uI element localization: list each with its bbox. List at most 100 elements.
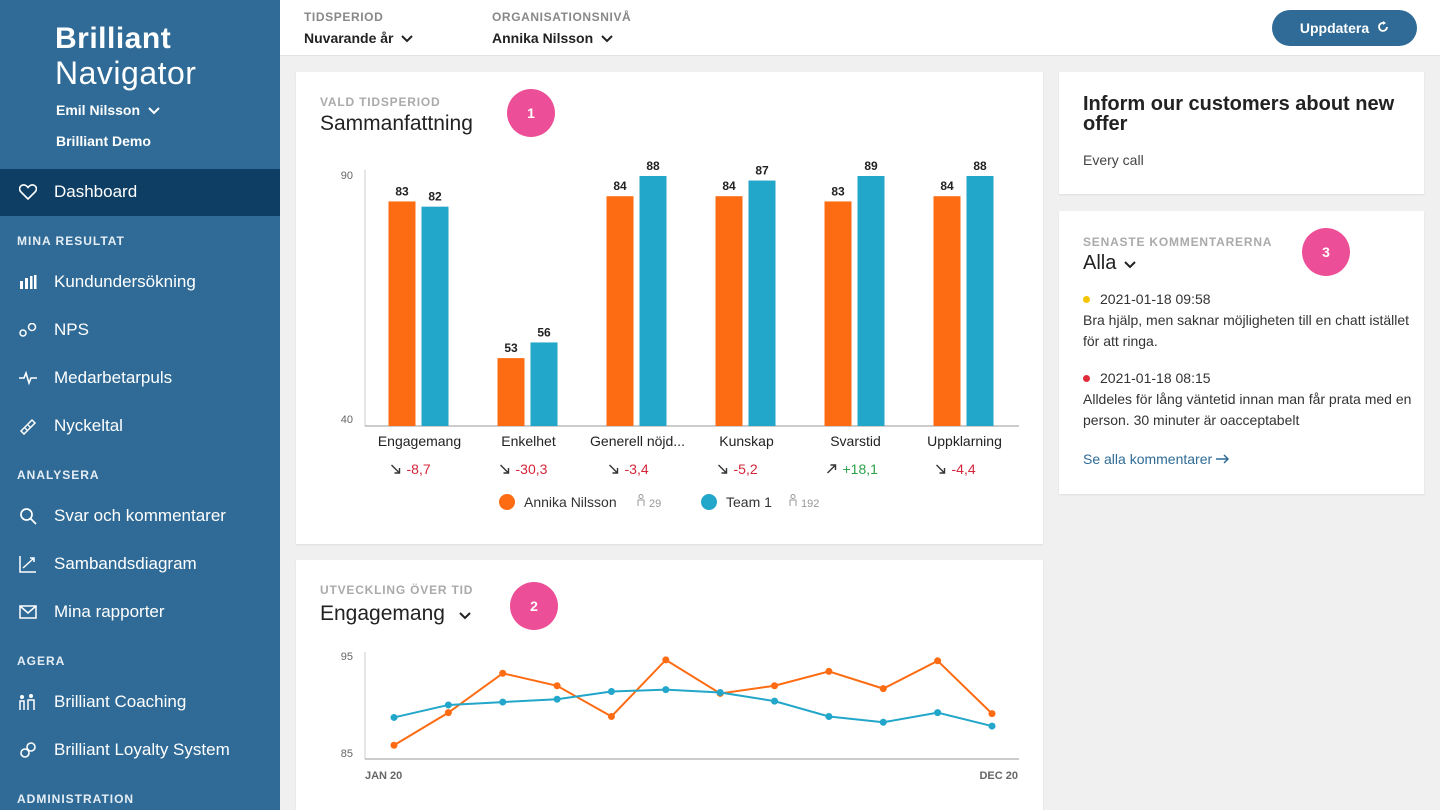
bar-value-label: 84 (613, 179, 627, 193)
brand-logo[interactable]: Brilliant Navigator (55, 22, 196, 90)
legend-count: 192 (801, 498, 819, 510)
sidebar-item-brilliant-loyalty-system[interactable]: Brilliant Loyalty System (0, 730, 280, 770)
status-dot (1083, 375, 1090, 382)
comment-item[interactable]: 2021-01-18 08:15 Alldeles för lång vänte… (1083, 368, 1413, 431)
bar[interactable] (748, 180, 776, 426)
sidebar-item-mina-rapporter[interactable]: Mina rapporter (0, 592, 280, 632)
legend-swatch-annika (499, 494, 515, 510)
y-tick-label: 85 (341, 748, 353, 760)
bar[interactable] (857, 176, 885, 426)
sidebar-item-brilliant-coaching[interactable]: Brilliant Coaching (0, 682, 280, 722)
bar[interactable] (421, 206, 449, 426)
data-point[interactable] (934, 657, 942, 665)
delta-label: -5,2 (734, 461, 758, 477)
data-point[interactable] (553, 695, 561, 703)
person-icon (789, 494, 797, 506)
data-point[interactable] (662, 686, 670, 694)
bar-marks: 83 82 Engagemang -8,7 53 56 Enkelhet -30,3 84 88 G… (378, 159, 1002, 477)
data-point[interactable] (607, 688, 615, 696)
bar[interactable] (824, 201, 852, 426)
sidebar-item-label: Brilliant Loyalty System (54, 740, 230, 759)
data-point[interactable] (444, 701, 452, 709)
bar[interactable] (933, 196, 961, 426)
org-level-filter[interactable]: ORGANISATIONSNIVÅ Annika Nilsson (492, 10, 631, 46)
sidebar-item-label: Dashboard (54, 182, 138, 201)
update-button[interactable]: Uppdatera (1272, 10, 1417, 46)
sidebar-item-kundundersokning[interactable]: Kundundersökning (0, 262, 280, 302)
data-point[interactable] (716, 688, 724, 696)
bar[interactable] (530, 342, 558, 426)
data-point[interactable] (499, 669, 507, 677)
comment-item[interactable]: 2021-01-18 09:58 Bra hjälp, men saknar m… (1083, 289, 1413, 352)
summary-title: Sammanfattning (320, 112, 473, 135)
chevron-down-icon (459, 602, 471, 626)
bar[interactable] (966, 176, 994, 426)
category-label: Engagemang (378, 433, 461, 449)
bar-value-label: 56 (537, 325, 551, 339)
update-label: Uppdatera (1299, 20, 1370, 36)
org-level-caption: ORGANISATIONSNIVÅ (492, 10, 632, 24)
arrow-up-right-icon (827, 464, 837, 474)
bar[interactable] (497, 358, 525, 426)
y-tick-label: 90 (341, 170, 353, 182)
bar[interactable] (606, 196, 634, 426)
org-level-value: Annika Nilsson (492, 30, 594, 46)
sidebar-item-label: NPS (54, 320, 89, 339)
sidebar-item-nyckeltal[interactable]: Nyckeltal (0, 406, 280, 446)
brand-line-2: Navigator (55, 55, 197, 91)
chevron-down-icon (601, 30, 613, 46)
data-point[interactable] (662, 656, 670, 664)
trend-line-chart: 95 85 JAN 20 DEC 20 (341, 651, 1019, 782)
search-icon (18, 506, 38, 526)
data-point[interactable] (607, 712, 615, 720)
mail-icon (18, 602, 38, 622)
data-point[interactable] (988, 722, 996, 730)
data-point[interactable] (390, 741, 398, 749)
chevron-down-icon (401, 30, 414, 46)
comments-filter[interactable]: Alla (1083, 252, 1137, 275)
period-filter[interactable]: TIDSPERIOD Nuvarande år (304, 10, 414, 46)
heart-icon (18, 182, 38, 202)
trend-title: Engagemang (320, 602, 445, 625)
user-menu[interactable]: Emil Nilsson (56, 102, 160, 118)
data-point[interactable] (444, 709, 452, 717)
period-caption: TIDSPERIOD (304, 10, 384, 24)
sidebar-item-sambandsdiagram[interactable]: Sambandsdiagram (0, 544, 280, 584)
pulse-icon (18, 368, 38, 388)
offer-card[interactable]: Inform our customers about new offer Eve… (1059, 72, 1424, 194)
bar[interactable] (388, 201, 416, 426)
sidebar-item-label: Brilliant Coaching (54, 692, 187, 711)
data-point[interactable] (825, 712, 833, 720)
data-point[interactable] (934, 709, 942, 717)
section-administration: ADMINISTRATION (17, 792, 135, 806)
bar[interactable] (715, 196, 743, 426)
top-bar: TIDSPERIOD Nuvarande år ORGANISATIONSNIV… (280, 0, 1440, 56)
data-point[interactable] (553, 682, 561, 690)
data-point[interactable] (879, 685, 887, 693)
data-point[interactable] (988, 710, 996, 718)
data-point[interactable] (771, 697, 779, 705)
bar[interactable] (639, 176, 667, 426)
trend-metric-select[interactable]: Engagemang (320, 602, 471, 626)
summary-caption: VALD TIDSPERIOD (320, 95, 441, 109)
y-tick-label: 95 (341, 651, 353, 663)
trend-caption: UTVECKLING ÖVER TID (320, 583, 474, 597)
data-point[interactable] (879, 718, 887, 726)
data-point[interactable] (499, 698, 507, 706)
legend-count: 29 (649, 498, 661, 510)
category-label: Svarstid (830, 433, 881, 449)
arrow-down-right-icon (500, 464, 510, 474)
sidebar-item-nps[interactable]: NPS (0, 310, 280, 350)
see-all-comments-link[interactable]: Se alla kommentarer (1083, 451, 1230, 467)
sidebar: Brilliant Navigator Emil Nilsson Brillia… (0, 0, 280, 810)
period-value: Nuvarande år (304, 30, 394, 46)
data-point[interactable] (825, 667, 833, 675)
refresh-icon (1377, 20, 1389, 36)
sidebar-item-medarbetarpuls[interactable]: Medarbetarpuls (0, 358, 280, 398)
data-point[interactable] (390, 713, 398, 721)
sidebar-item-dashboard[interactable]: Dashboard (0, 172, 280, 212)
sidebar-item-svar-och-kommentarer[interactable]: Svar och kommentarer (0, 496, 280, 536)
arrow-right-icon (1216, 451, 1230, 467)
comment-text: Bra hjälp, men saknar möjligheten till e… (1083, 312, 1410, 349)
data-point[interactable] (771, 682, 779, 690)
